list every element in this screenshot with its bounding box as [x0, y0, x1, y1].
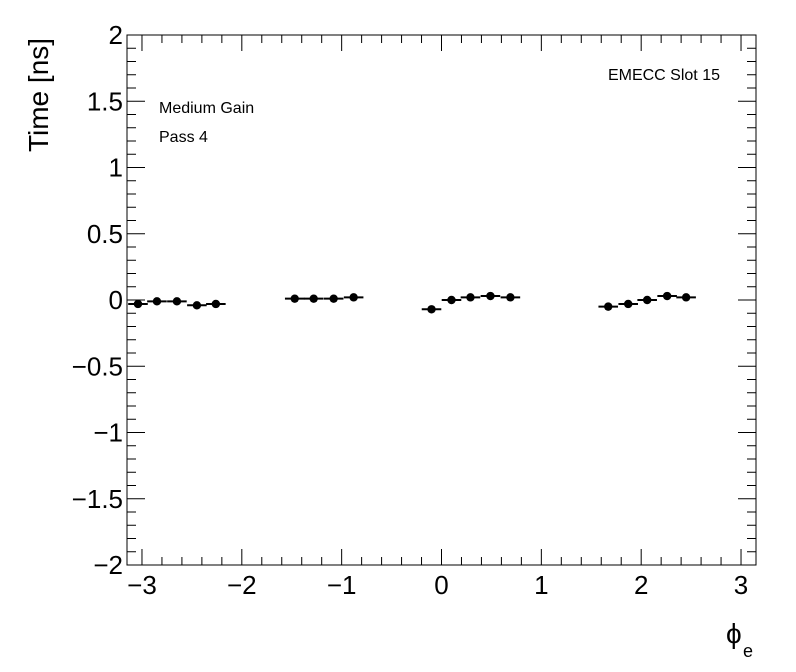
y-tick-label: 1 [109, 153, 123, 183]
annotation-pass: Pass 4 [159, 129, 208, 146]
y-tick-label: −2 [93, 550, 123, 580]
tick-labels: −2−1.5−1−0.500.511.52−3 −2 −1 0 1 2 3 [72, 20, 749, 600]
x-tick-label: 2 [634, 570, 648, 600]
data-point [447, 295, 456, 305]
annotation-gain: Medium Gain [159, 100, 254, 117]
data-point [309, 294, 318, 303]
y-axis-title: Time [ns] [23, 38, 54, 152]
data-point [329, 294, 338, 303]
data-point [466, 293, 475, 302]
axis-ticks [127, 34, 756, 566]
x-axis-title-subscript: e [743, 641, 753, 661]
data-point [604, 302, 613, 311]
x-tick-label: −3 [127, 570, 157, 600]
data-point [152, 297, 162, 306]
data-point [486, 291, 495, 301]
data-point [133, 299, 143, 309]
annotation-top-right: EMECC Slot 15 [608, 67, 720, 84]
data-point [681, 293, 691, 302]
x-tick-label: 0 [434, 570, 448, 600]
data-point [662, 291, 672, 301]
x-tick-label: 3 [734, 570, 748, 600]
y-tick-label: 0 [109, 285, 123, 315]
data-point [192, 301, 202, 310]
y-tick-label: −1.5 [72, 484, 123, 514]
x-tick-label: −1 [327, 570, 357, 600]
data-point [349, 293, 358, 302]
y-tick-label: 0.5 [87, 219, 123, 249]
y-tick-label: 1.5 [87, 86, 123, 116]
y-tick-label: −1 [93, 418, 123, 448]
data-point [427, 305, 436, 314]
x-tick-label: 1 [534, 570, 548, 600]
data-point [642, 295, 652, 305]
y-tick-label: −0.5 [72, 351, 123, 381]
data-point [624, 299, 633, 309]
data-point [211, 299, 221, 309]
data-point [290, 294, 299, 303]
data-point [506, 293, 515, 302]
data-point [172, 297, 182, 306]
x-axis-title: ϕ [726, 618, 742, 649]
x-tick-label: −2 [227, 570, 257, 600]
data-markers [128, 291, 696, 314]
y-tick-label: 2 [109, 20, 123, 50]
